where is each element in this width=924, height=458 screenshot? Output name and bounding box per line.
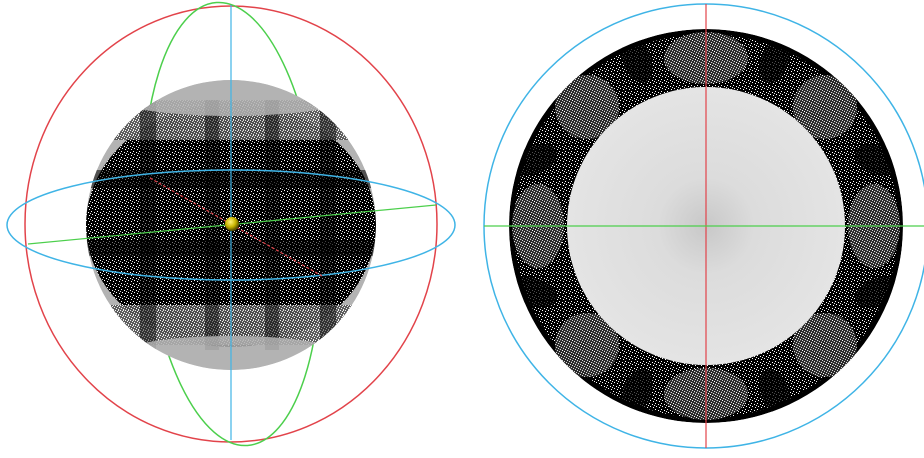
x-axis-line <box>149 177 323 277</box>
perspective-view-canvas[interactable] <box>0 0 462 458</box>
center-marker[interactable] <box>225 217 239 231</box>
perspective-view-panel[interactable] <box>0 0 462 458</box>
top-view-panel[interactable] <box>462 0 924 458</box>
top-view-canvas[interactable] <box>462 0 924 458</box>
